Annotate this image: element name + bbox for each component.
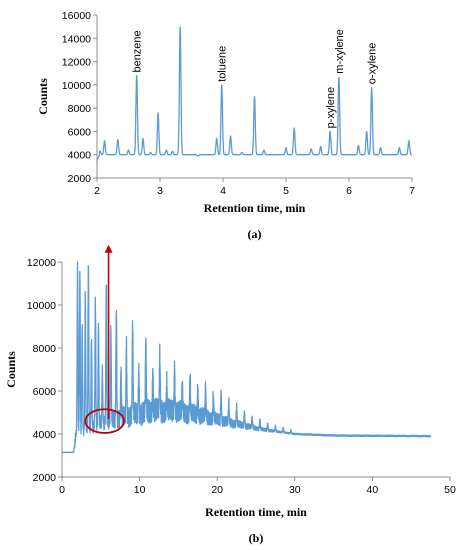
chart-b-x-axis-title: Retention time, min [205,505,307,519]
chart-a-peak-label: p-xylene [325,87,337,129]
chart-a-x-axis-title: Retention time, min [204,201,306,215]
chart-a-panel-label: (a) [248,227,262,241]
chart-a-y-tick-label: 10000 [62,80,91,92]
chart-panel-b: 0 10 20 30 40 50 2000 4000 6000 8000 10000 12000 R… [4,244,456,545]
chart-b-x-tick-label: 20 [211,484,223,496]
chart-b-x-tick-label: 40 [367,484,379,496]
chart-a-x-ticks: 2 3 4 5 6 7 [94,178,415,197]
chart-b-x-tick-label: 50 [444,484,456,496]
chart-b-y-tick-label: 12000 [27,257,56,269]
chart-b-y-tick-label: 2000 [33,472,57,484]
chart-a-y-tick-label: 4000 [68,150,92,162]
chart-a-peak-label: m-xylene [334,29,346,74]
chart-a-y-tick-label: 12000 [62,57,91,69]
chart-a-y-tick-label: 2000 [68,173,92,185]
chart-a-y-tick-label: 16000 [62,10,91,22]
chart-b-y-tick-label: 8000 [33,343,57,355]
chart-b-highlight-ellipse [84,408,125,434]
chart-b-series-line [61,261,432,453]
chart-b-x-tick-label: 10 [134,484,146,496]
chart-b-arrow-head [104,244,113,253]
chart-a-y-axis-title: Counts [36,78,50,115]
chart-a-y-tick-label: 8000 [68,103,92,115]
chart-b-annotations [84,244,125,434]
chart-a-peak-label: toluene [217,46,229,82]
chart-a-x-tick-label: 5 [283,185,289,197]
chart-a-peak-label: o-xylene [367,43,379,85]
chart-panel-a: 2 3 4 5 6 7 2000 4000 6000 8000 10000 12000 14000 16… [36,10,415,241]
chart-a-x-tick-label: 7 [409,185,415,197]
chart-b-y-ticks: 2000 4000 6000 8000 10000 12000 [27,257,62,484]
chart-a-y-ticks: 2000 4000 6000 8000 10000 12000 14000 16000 [62,10,97,185]
chart-a-y-tick-label: 14000 [62,33,91,45]
chart-a-x-tick-label: 6 [346,185,352,197]
chart-b-x-tick-label: 0 [59,484,65,496]
chart-b-y-tick-label: 10000 [27,300,56,312]
chart-b-y-tick-label: 6000 [33,386,57,398]
chart-a-series-line [96,26,413,161]
chart-b-panel-label: (b) [249,531,264,545]
chart-a-peak-label: benzene [132,30,144,72]
chart-b-x-tick-label: 30 [289,484,301,496]
chart-a-peak-labels: benzene toluene p-xylene m-xylene o-xylene [132,29,379,128]
chart-a-x-tick-label: 3 [157,185,163,197]
chart-b-y-axis-title: Counts [4,351,18,388]
chart-b-y-tick-label: 4000 [33,429,57,441]
chart-a-y-tick-label: 6000 [68,126,92,138]
chart-a-x-tick-label: 4 [220,185,226,197]
chart-a-x-tick-label: 2 [94,185,100,197]
chart-b-x-ticks: 0 10 20 30 40 50 [59,477,456,496]
